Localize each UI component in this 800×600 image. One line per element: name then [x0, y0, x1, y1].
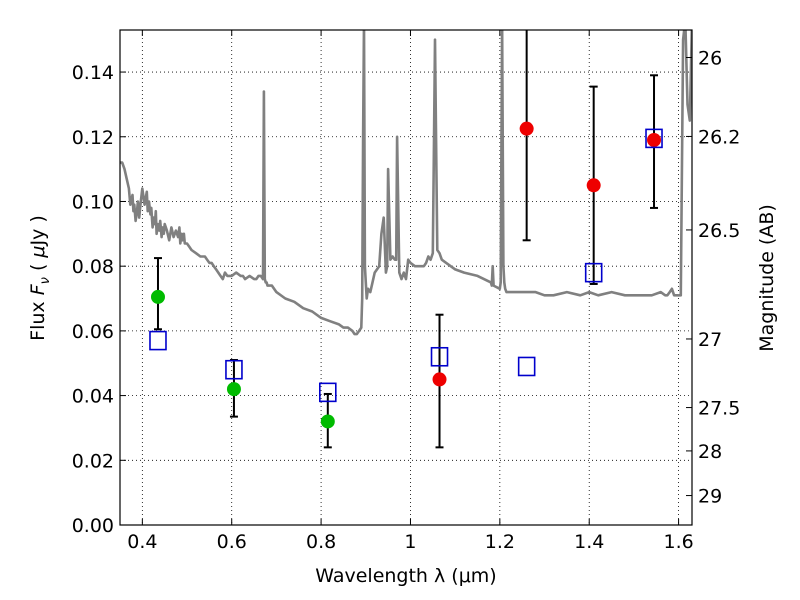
model-square-point — [149, 330, 167, 351]
plot-area — [120, 30, 692, 449]
y-tick-label: 0.00 — [72, 515, 114, 537]
x-tick-label: 1.2 — [485, 531, 515, 553]
x-tick-label: 1.4 — [574, 531, 604, 553]
y-label-mu: μ — [27, 245, 49, 258]
y2-tick-label: 28 — [698, 441, 722, 463]
y-tick-label: 0.04 — [72, 386, 114, 408]
y-tick-label: 0.06 — [72, 321, 114, 343]
red-data-point — [432, 372, 447, 387]
y2-tick-label: 26.2 — [698, 126, 740, 148]
y-label-flux: Flux — [27, 295, 49, 341]
model-square-point — [430, 346, 449, 367]
y2-tick-label: 29 — [698, 486, 722, 508]
y-label-nu: ν — [38, 277, 53, 284]
y-tick-label: 0.10 — [72, 191, 114, 213]
y-tick-label: 0.02 — [72, 450, 114, 472]
y-label-f: F — [27, 283, 49, 295]
green-data-point — [226, 382, 241, 397]
x-tick-label: 1.6 — [663, 531, 693, 553]
x-tick-label: 0.8 — [306, 531, 336, 553]
y-tick-label: 0.12 — [72, 127, 114, 149]
y-label-unit: Jy ) — [27, 215, 49, 246]
x-axis-label: Wavelength λ (μm) — [315, 565, 496, 587]
y2-tick-label: 27 — [698, 329, 722, 351]
axes-ticks: 0.4 0.6 0.8 1 1.2 1.4 1.6 0.00 0.02 0.04 0.06 0.08 0… — [72, 30, 740, 553]
x-tick-label: 0.4 — [127, 531, 157, 553]
x-tick-label: 0.6 — [217, 531, 247, 553]
y2-tick-label: 26 — [698, 48, 722, 70]
red-data-point — [586, 178, 601, 193]
green-data-point — [150, 289, 165, 304]
y-axis-label: Flux Fν ( μJy ) — [27, 215, 53, 341]
y-tick-label: 0.14 — [72, 62, 114, 84]
y2-tick-label: 27.5 — [698, 398, 740, 420]
y2-tick-label: 26.5 — [698, 220, 740, 242]
model-square-point — [517, 356, 536, 377]
y-label-paren-open: ( — [27, 258, 49, 278]
y-tick-label: 0.08 — [72, 256, 114, 278]
y2-axis-label: Magnitude (AB) — [756, 204, 778, 352]
red-data-point — [519, 121, 534, 136]
red-data-point — [647, 133, 662, 147]
green-data-point — [320, 414, 335, 429]
model-square-point — [225, 359, 243, 380]
x-tick-label: 1 — [404, 531, 416, 553]
model-square-point — [645, 128, 663, 149]
spectrum-line — [120, 30, 692, 336]
model-square-point — [318, 382, 337, 403]
model-square-point — [584, 262, 603, 283]
plot-frame — [119, 29, 693, 526]
